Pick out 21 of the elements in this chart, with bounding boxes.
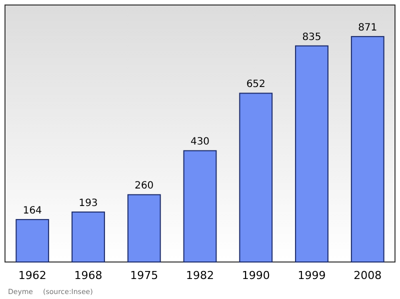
x-tick-label: 2008	[354, 268, 382, 282]
bar	[127, 194, 161, 262]
x-tick-label: 1968	[74, 268, 102, 282]
bar	[72, 212, 105, 262]
x-tick-label: 1962	[18, 268, 46, 282]
data-label: 260	[134, 180, 154, 192]
x-tick-label: 1999	[298, 268, 326, 282]
x-tick-label: 1975	[130, 268, 158, 282]
data-label: 193	[78, 198, 98, 210]
bar	[16, 219, 50, 262]
data-label: 652	[246, 79, 266, 90]
data-label: 430	[190, 136, 210, 148]
bar	[239, 92, 273, 262]
bar	[295, 45, 328, 262]
data-label: 871	[358, 22, 378, 34]
x-tick-label: 1990	[242, 268, 270, 282]
data-label: 835	[302, 32, 322, 43]
data-label: 164	[22, 206, 42, 217]
bar	[350, 36, 384, 262]
bar	[183, 150, 217, 262]
x-tick-label: 1982	[186, 268, 214, 282]
